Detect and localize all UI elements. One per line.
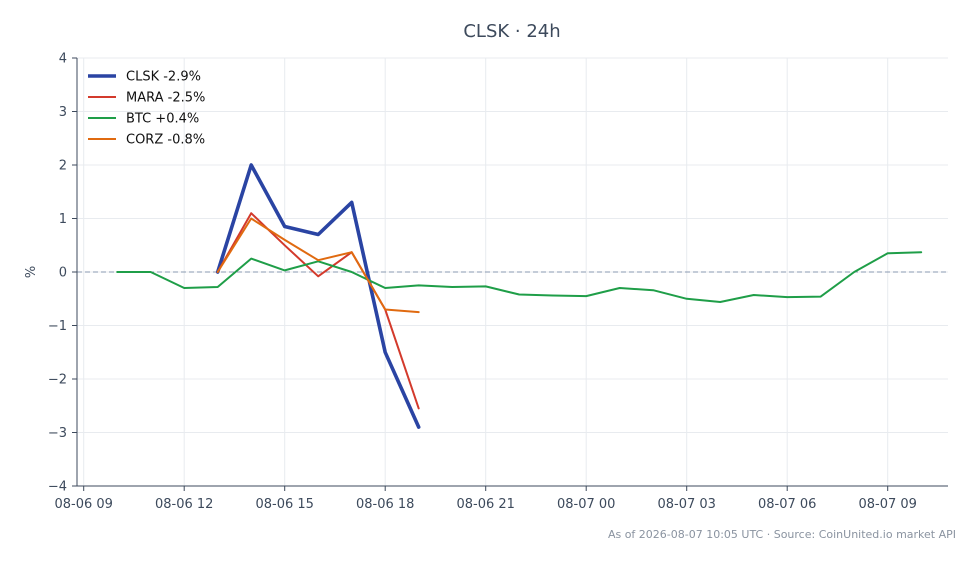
x-tick-label: 08-06 18 [356, 497, 414, 512]
data-point-btc [384, 287, 386, 289]
data-point-clsk [384, 351, 386, 353]
data-point-btc [250, 258, 252, 260]
data-point-corz [418, 311, 420, 313]
data-point-btc [853, 271, 855, 273]
x-tick-label: 08-07 06 [758, 497, 816, 512]
data-point-mara [250, 212, 252, 214]
data-point-btc [150, 271, 152, 273]
legend-label-clsk: CLSK -2.9% [126, 70, 201, 85]
data-point-mara [418, 407, 420, 409]
data-point-btc [451, 286, 453, 288]
data-point-btc [518, 293, 520, 295]
data-point-btc [652, 289, 654, 291]
data-point-btc [619, 287, 621, 289]
y-tick-label: 0 [59, 266, 67, 281]
x-tick-label: 08-07 09 [858, 497, 916, 512]
data-point-corz [384, 308, 386, 310]
x-tick-label: 08-07 00 [557, 497, 615, 512]
axes: 08-06 09 08-06 12 08-06 15 08-06 18 08-06 21… [48, 52, 948, 512]
data-point-corz [250, 218, 252, 219]
data-point-btc [820, 296, 822, 298]
data-point-mara [284, 244, 286, 246]
data-point-clsk [418, 426, 420, 428]
data-point-btc [418, 284, 420, 286]
data-point-clsk [351, 201, 353, 203]
data-point-corz [217, 271, 219, 273]
data-point-btc [686, 298, 688, 300]
grid [77, 57, 948, 487]
legend-label-corz: CORZ -0.8% [126, 133, 205, 148]
data-point-btc [585, 295, 587, 297]
data-point-btc [485, 285, 487, 287]
y-tick-label: −4 [48, 480, 67, 495]
data-point-corz [317, 259, 319, 261]
legend: CLSK -2.9% MARA -2.5% BTC +0.4% CORZ -0.8% [88, 70, 205, 148]
data-point-btc [719, 301, 721, 303]
series-lines [116, 163, 923, 429]
data-point-btc [116, 271, 118, 273]
y-tick-label: −3 [48, 426, 67, 441]
data-point-btc [920, 251, 922, 253]
chart-title: CLSK · 24h [463, 21, 560, 42]
data-point-clsk [317, 234, 319, 236]
y-tick-label: 1 [59, 212, 67, 227]
footnote: As of 2026-08-07 10:05 UTC · Source: Coi… [608, 528, 956, 541]
x-tick-label: 08-07 03 [657, 497, 715, 512]
legend-label-mara: MARA -2.5% [126, 91, 205, 106]
data-point-corz [284, 239, 286, 241]
y-axis-label: % [24, 266, 39, 278]
data-point-btc [351, 271, 353, 273]
y-tick-label: 2 [59, 159, 67, 174]
y-tick-label: 3 [59, 105, 67, 120]
data-point-btc [183, 287, 185, 289]
y-tick-label: −1 [48, 319, 67, 334]
data-point-corz [351, 251, 353, 253]
x-tick-label: 08-06 15 [255, 497, 313, 512]
y-tick-label: −2 [48, 373, 67, 388]
x-tick-label: 08-06 09 [54, 497, 112, 512]
data-point-btc [552, 295, 554, 297]
data-point-btc [284, 269, 286, 271]
data-point-btc [786, 296, 788, 298]
series-line-clsk [215, 163, 421, 429]
x-tick-label: 08-06 12 [155, 497, 213, 512]
legend-label-btc: BTC +0.4% [126, 112, 199, 127]
data-point-clsk [250, 164, 252, 166]
x-tick-label: 08-06 21 [456, 497, 514, 512]
y-tick-label: 4 [59, 52, 67, 67]
data-point-mara [317, 275, 319, 277]
data-point-btc [887, 252, 889, 254]
data-point-btc [217, 286, 219, 288]
data-point-clsk [284, 226, 286, 228]
data-point-btc [753, 294, 755, 296]
